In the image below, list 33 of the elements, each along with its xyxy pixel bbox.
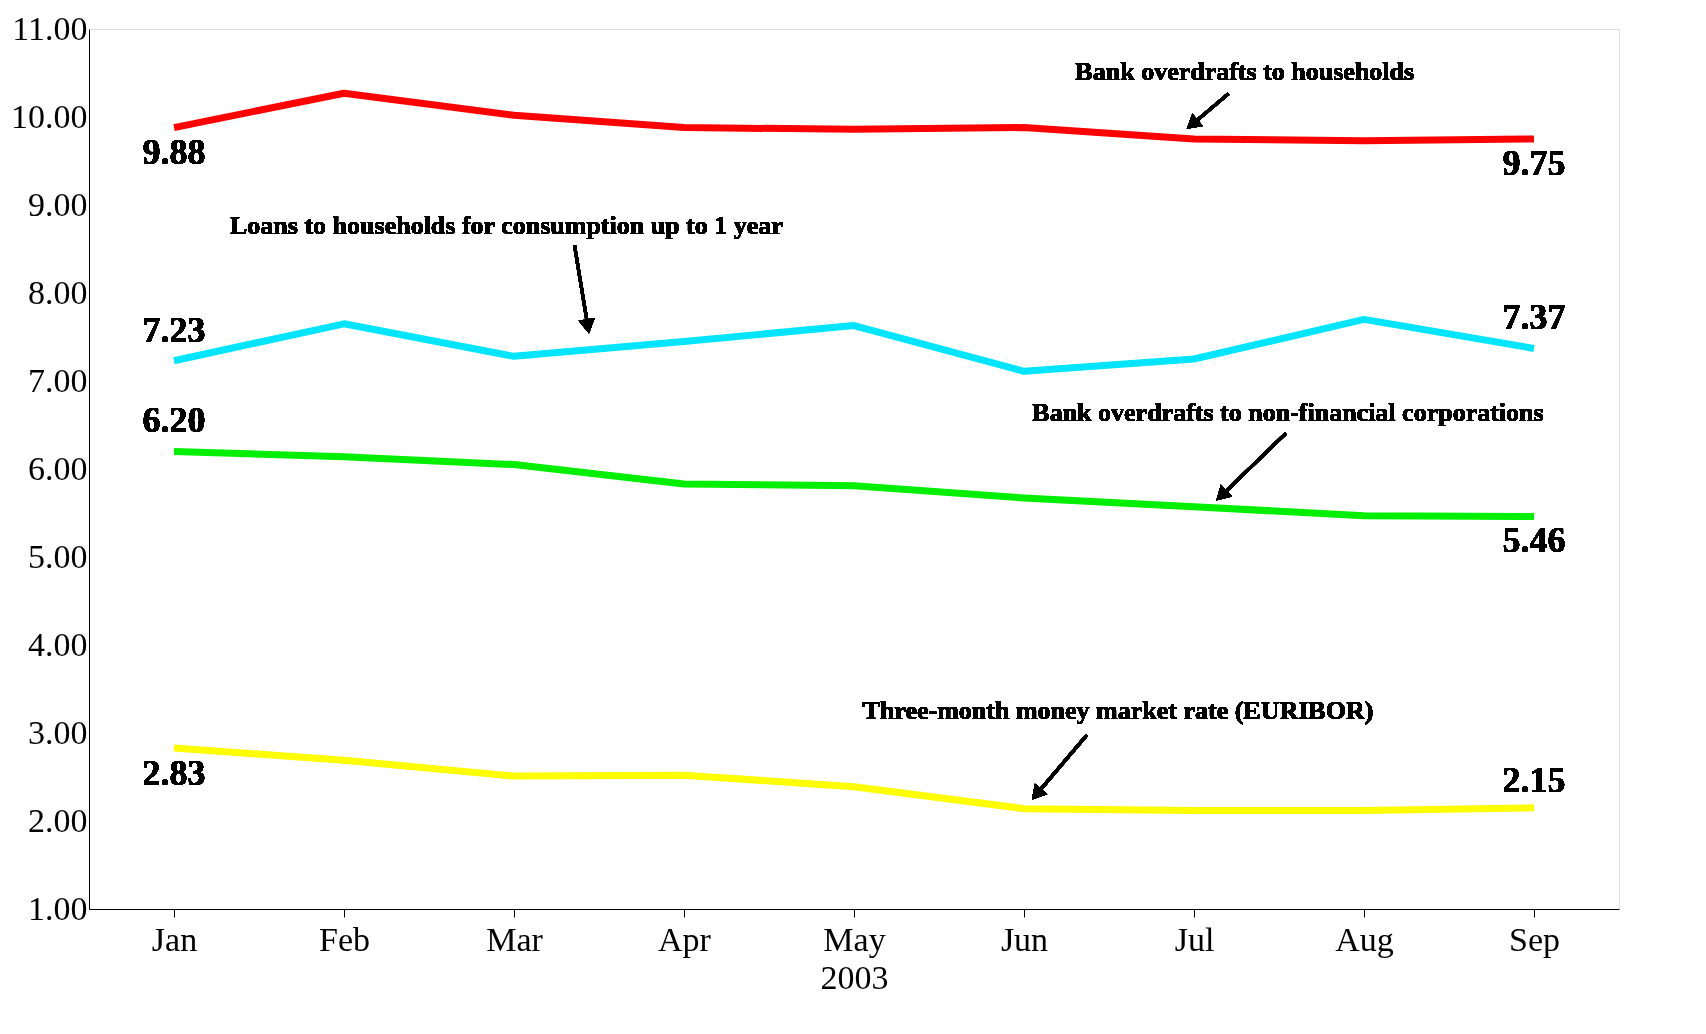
text: Bank overdrafts to non-financial corporations <box>1032 397 1544 427</box>
y-tick-label: 6.00 <box>28 449 88 487</box>
x-tick-label: Jan <box>151 920 198 958</box>
data-label: 2.83 <box>142 752 206 793</box>
x-tick-label: Jul <box>1174 920 1215 958</box>
data-label: 6.20 <box>142 400 206 441</box>
y-tick-label: 5.00 <box>28 537 88 575</box>
data-label: 9.88 <box>142 132 206 173</box>
y-tick-label: 2.00 <box>28 801 88 839</box>
y-tick-label: 11.00 <box>12 9 88 47</box>
y-tick-label: 7.00 <box>28 361 88 399</box>
x-tick-label: Sep <box>1509 920 1560 958</box>
y-tick-label: 8.00 <box>28 273 88 311</box>
x-tick-label: Feb <box>319 920 370 958</box>
x-tick-label: Apr <box>658 920 712 958</box>
x-tick-label: May <box>823 920 886 958</box>
data-label: 2.15 <box>1502 759 1566 800</box>
data-label: 9.75 <box>1502 142 1566 183</box>
text: Three-month money market rate (EURIBOR) <box>862 696 1374 726</box>
data-label: 5.46 <box>1502 520 1566 561</box>
x-tick-label: Aug <box>1335 920 1394 958</box>
y-tick-label: 9.00 <box>28 185 88 223</box>
text: Loans to households for consumption up to 1 year <box>230 210 783 240</box>
data-label: 7.37 <box>1502 297 1566 338</box>
y-tick-label: 1.00 <box>28 889 88 927</box>
x-tick-label: Jun <box>1000 920 1049 958</box>
y-tick-label: 3.00 <box>28 713 88 751</box>
y-tick-label: 4.00 <box>28 625 88 663</box>
data-label: 7.23 <box>142 309 206 350</box>
series-label: Bank overdrafts to households <box>1075 57 1415 87</box>
x-tick-label: Mar <box>486 920 544 958</box>
y-tick-label: 10.00 <box>11 97 88 135</box>
x-axis-title: 2003 <box>820 958 889 996</box>
